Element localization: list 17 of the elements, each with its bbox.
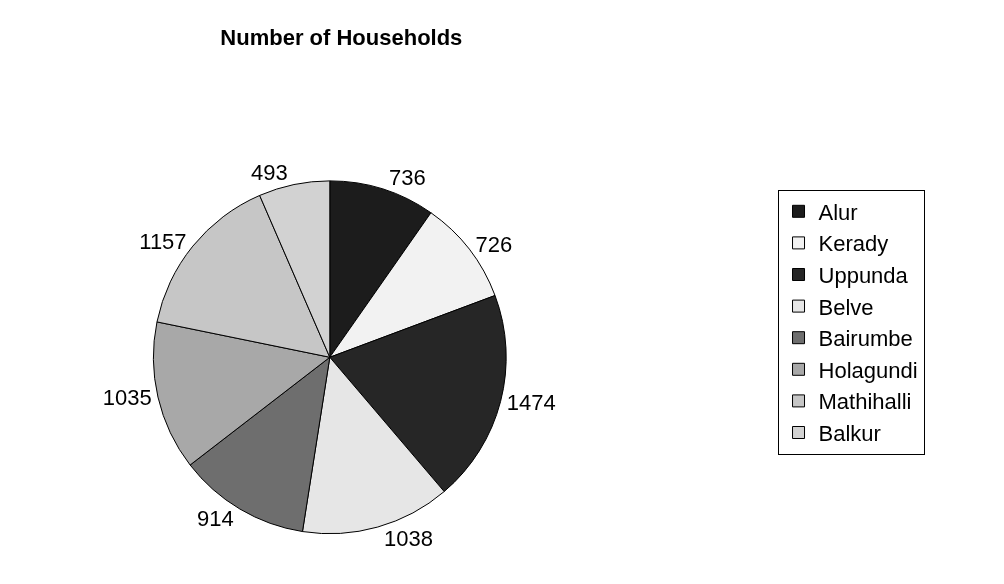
data-label: 914: [196, 505, 234, 531]
data-label: 493: [251, 160, 288, 186]
data-label: 726: [475, 232, 513, 258]
legend-label: Mathihalli: [818, 389, 912, 415]
data-label: 1035: [102, 385, 152, 411]
legend-label: Bairumbe: [818, 326, 913, 352]
chart-title: Number of Households: [220, 24, 463, 50]
data-label: 736: [389, 165, 426, 191]
data-label: 1474: [506, 389, 556, 415]
legend-label: Holagundi: [818, 357, 918, 383]
legend-label: Belve: [818, 294, 874, 320]
legend-label: Alur: [818, 199, 858, 225]
data-label: 1157: [139, 228, 187, 254]
legend-label: Balkur: [818, 421, 881, 447]
legend-label: Kerady: [818, 231, 889, 257]
data-label: 1038: [383, 526, 433, 552]
legend-label: Uppunda: [818, 263, 909, 289]
